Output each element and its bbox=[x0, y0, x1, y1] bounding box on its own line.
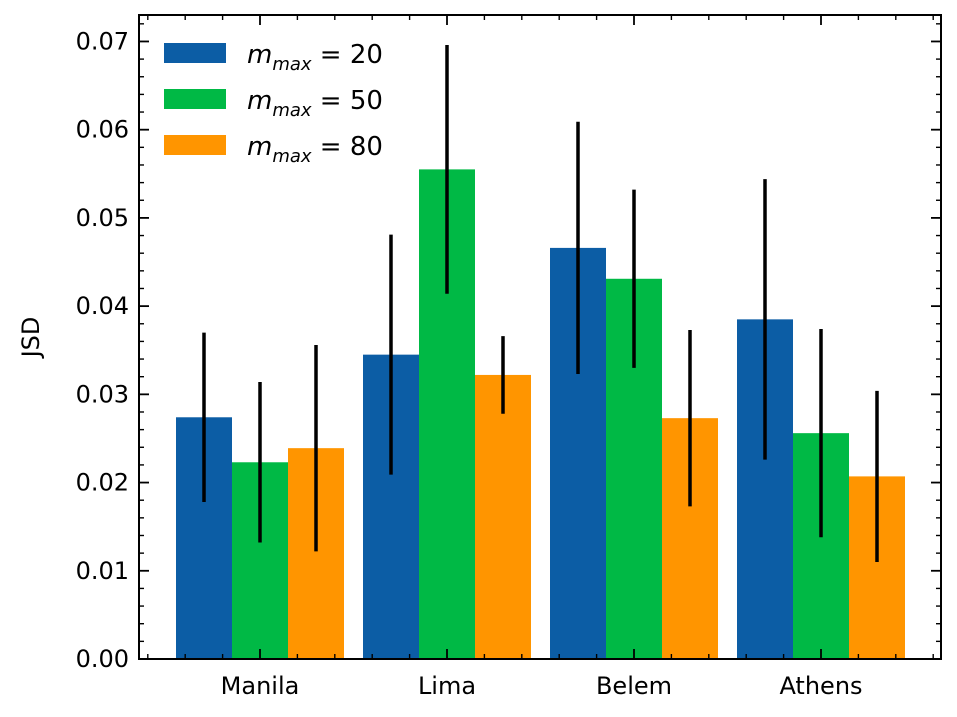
legend: mmax = 20 mmax = 50 mmax = 80 bbox=[164, 40, 383, 167]
plot-frame bbox=[138, 14, 942, 660]
legend-swatch-series-2 bbox=[164, 89, 226, 109]
y-tick-label: 0.03 bbox=[76, 380, 129, 408]
ticks-layer bbox=[139, 15, 941, 660]
y-tick-label: 0.01 bbox=[76, 557, 129, 585]
legend-swatch-series-3 bbox=[164, 135, 226, 155]
legend-label-series-3: mmax = 80 bbox=[247, 132, 383, 167]
tick-labels-layer: 0.00 0.01 0.02 0.03 0.04 0.05 0.06 0.07 Manila Li… bbox=[76, 27, 863, 700]
y-tick-label: 0.07 bbox=[76, 27, 129, 55]
x-tick-label-lima: Lima bbox=[418, 672, 476, 700]
y-tick-label: 0.04 bbox=[76, 292, 129, 320]
x-tick-label-belem: Belem bbox=[596, 672, 672, 700]
x-tick-label-manila: Manila bbox=[221, 672, 300, 700]
x-tick-label-athens: Athens bbox=[779, 672, 862, 700]
y-tick-label: 0.02 bbox=[76, 469, 129, 497]
legend-label-series-2: mmax = 50 bbox=[247, 86, 383, 121]
y-tick-label: 0.00 bbox=[76, 645, 129, 673]
legend-label-series-1: mmax = 20 bbox=[247, 40, 383, 75]
legend-swatch-series-1 bbox=[164, 43, 226, 63]
bars-layer bbox=[176, 169, 905, 660]
y-tick-label: 0.05 bbox=[76, 204, 129, 232]
bar-lima-series-3 bbox=[475, 374, 531, 659]
error-bars-layer bbox=[202, 44, 879, 562]
y-tick-label: 0.06 bbox=[76, 116, 129, 144]
y-axis-label: JSD bbox=[17, 317, 45, 360]
